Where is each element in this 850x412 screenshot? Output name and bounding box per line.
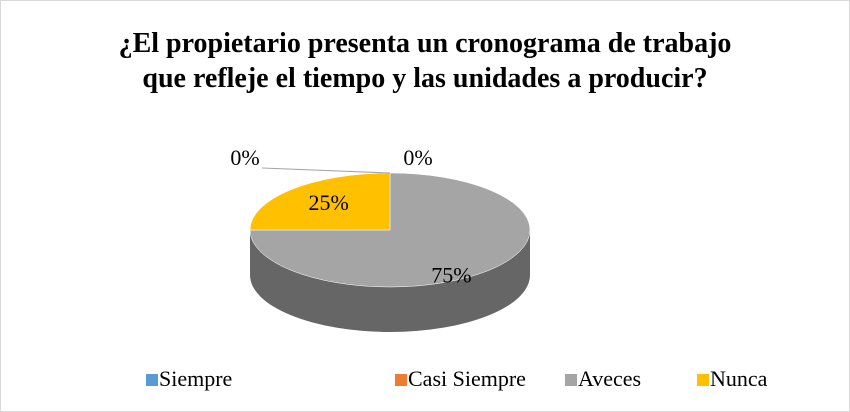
legend-label: Siempre	[159, 366, 232, 391]
data-label: 0%	[403, 145, 432, 170]
leader-line	[261, 167, 391, 174]
data-label: 25%	[308, 190, 348, 215]
pie-slice	[249, 172, 391, 231]
legend-swatch	[146, 374, 158, 386]
legend-label: Aveces	[578, 366, 641, 391]
data-label: 75%	[431, 263, 471, 288]
legend-swatch	[565, 374, 577, 386]
data-label: 0%	[230, 145, 259, 170]
legend-label: Casi Siempre	[408, 366, 526, 391]
legend-swatch	[395, 374, 407, 386]
legend-label: Nunca	[710, 366, 768, 391]
legend-swatch	[697, 374, 709, 386]
pie-side	[250, 230, 530, 332]
pie-slice	[249, 172, 531, 288]
chart-title: ¿El propietario presenta un cronograma d…	[118, 28, 732, 94]
